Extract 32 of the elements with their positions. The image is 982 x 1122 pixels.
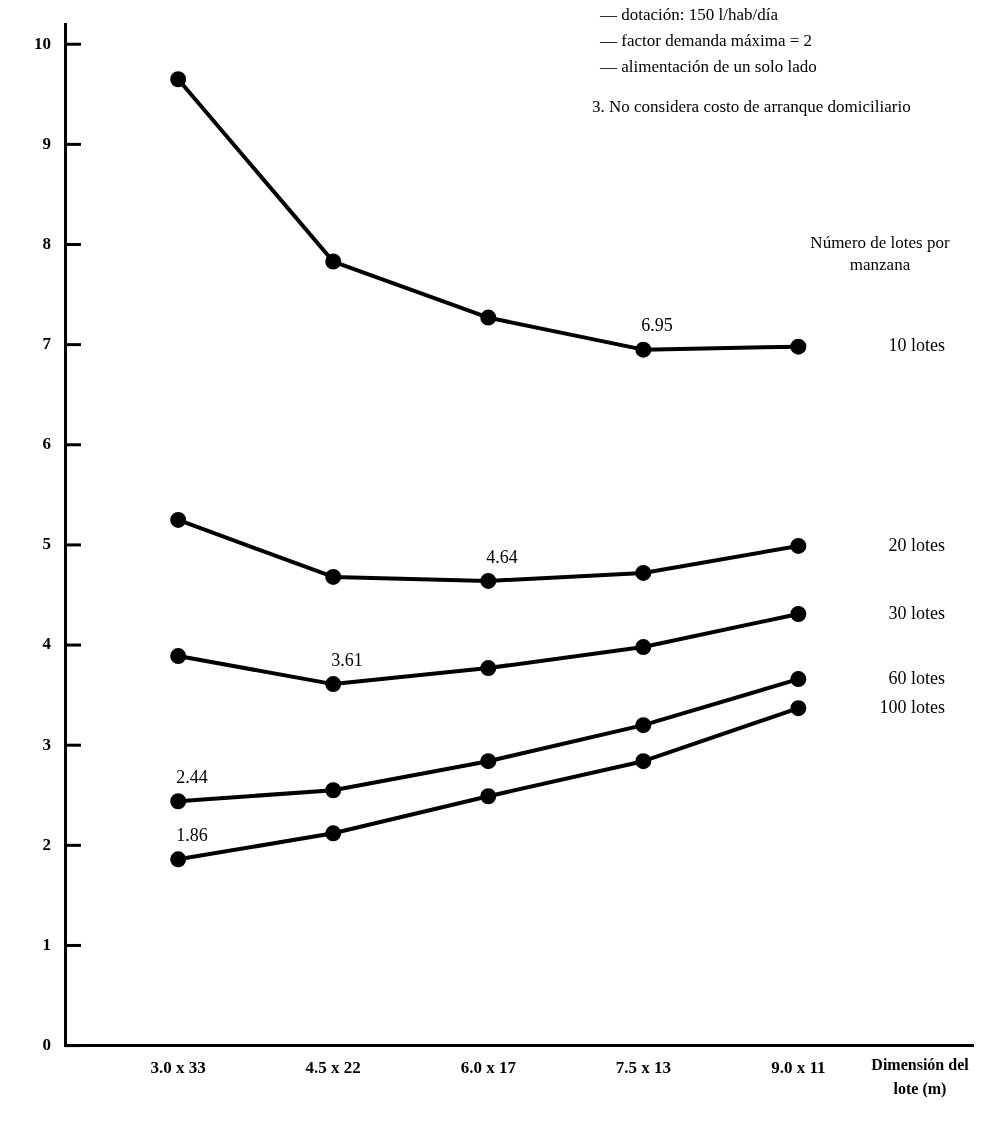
y-tick-label: 1 [42,934,51,954]
data-label: 6.95 [641,315,673,336]
legend-title: Número de lotes por manzana [809,232,951,276]
text: 10 lotes [888,335,945,356]
y-tick-label: 4 [42,634,52,654]
x-tick-label: 3.0 x 33 [150,1058,206,1078]
text: 20 lotes [888,534,945,555]
data-label: 3.61 [331,649,363,670]
text: 60 lotes [888,667,945,688]
y-tick-label: 0 [42,1034,51,1054]
text: — dotación: 150 l/hab/día [600,4,779,26]
y-tick-label: 10 [34,33,51,53]
y-tick-label: 5 [42,534,51,554]
data-label: 1.86 [176,825,208,846]
y-tick-label: 6 [42,434,51,454]
y-tick-label: 3 [42,734,51,754]
x-tick-label: 4.5 x 22 [305,1058,361,1078]
y-tick-label: 9 [42,133,51,153]
data-label: 4.64 [486,546,518,567]
y-tick-label: 7 [42,334,52,354]
text: 100 lotes [879,696,945,717]
y-tick-label: 2 [42,834,51,854]
annotation: — alimentación de un solo lado [600,56,818,78]
x-tick-label: 6.0 x 17 [460,1058,517,1078]
y-tick-label: 8 [42,233,51,253]
annotation: — factor demanda máxima = 2 [600,30,814,52]
data-label: 2.44 [176,767,208,787]
annotation: 3. No considera costo de arranque domiciliario [592,96,911,118]
x-tick-label: 9.0 x 11 [771,1058,826,1078]
text: 30 lotes [888,602,945,623]
x-axis-title: Dimensión del lote (m) [871,1055,970,1098]
x-tick-label: 7.5 x 13 [615,1058,671,1078]
